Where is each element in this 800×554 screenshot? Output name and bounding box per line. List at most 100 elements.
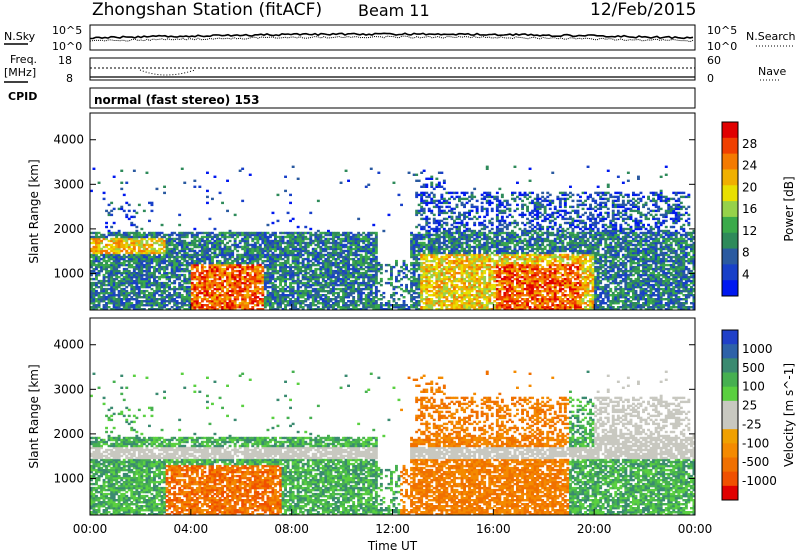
- heatmap-cell: [271, 233, 275, 237]
- heatmap-cell: [135, 308, 139, 311]
- heatmap-cell: [483, 279, 487, 283]
- heatmap-cell: [155, 300, 159, 303]
- heatmap-cell: [120, 187, 124, 191]
- heatmap-cell: [327, 261, 330, 265]
- heatmap-cell: [425, 302, 429, 305]
- heatmap-cell: [445, 306, 449, 309]
- heatmap-cell: [125, 308, 129, 311]
- heatmap-cell: [324, 298, 328, 301]
- heatmap-cell: [117, 294, 121, 297]
- heatmap-cell: [241, 237, 245, 241]
- heatmap-cell: [402, 306, 406, 309]
- heatmap-cell: [483, 197, 487, 201]
- heatmap-cell: [483, 289, 487, 293]
- heatmap-cell: [415, 300, 419, 303]
- heatmap-cell: [299, 285, 303, 289]
- heatmap-cell: [163, 265, 166, 269]
- heatmap-cell: [115, 235, 119, 239]
- heatmap-cell: [200, 249, 204, 253]
- heatmap-cell: [463, 277, 466, 281]
- heatmap-cell: [125, 269, 129, 273]
- heatmap-cell: [437, 229, 441, 233]
- heatmap-cell: [238, 294, 242, 297]
- heatmap-cell: [473, 294, 477, 297]
- heatmap-cell: [286, 296, 290, 299]
- heatmap-cell: [150, 308, 154, 311]
- heatmap-cell: [206, 195, 209, 199]
- heatmap-cell: [465, 191, 469, 195]
- heatmap-cell: [364, 298, 368, 301]
- heatmap-cell: [112, 253, 116, 257]
- heatmap-cell: [263, 235, 267, 239]
- heatmap-cell: [448, 277, 451, 281]
- heatmap-cell: [246, 241, 250, 245]
- heatmap-cell: [347, 249, 350, 253]
- heatmap-cell: [142, 269, 146, 273]
- heatmap-cell: [369, 283, 373, 287]
- heatmap-cell: [203, 304, 207, 307]
- heatmap-cell: [369, 237, 373, 241]
- heatmap-cell: [286, 243, 290, 247]
- heatmap-cell: [238, 253, 242, 257]
- heatmap-cell: [311, 298, 315, 301]
- heatmap-cell: [188, 255, 192, 259]
- heatmap-cell: [483, 215, 487, 219]
- heatmap-cell: [178, 281, 182, 285]
- heatmap-cell: [211, 302, 214, 305]
- heatmap-cell: [422, 257, 426, 261]
- heatmap-cell: [470, 193, 474, 197]
- heatmap-cell: [480, 193, 484, 197]
- heatmap-cell: [160, 273, 164, 277]
- heatmap-cell: [415, 306, 419, 309]
- heatmap-cell: [468, 265, 471, 269]
- heatmap-cell: [448, 294, 451, 297]
- heatmap-cell: [228, 257, 232, 261]
- heatmap-cell: [453, 283, 456, 287]
- heatmap-cell: [228, 289, 232, 293]
- heatmap-cell: [286, 247, 290, 251]
- heatmap-cell: [112, 257, 116, 261]
- heatmap-cell: [102, 273, 106, 277]
- heatmap-cell: [372, 273, 376, 277]
- heatmap-cell: [193, 285, 197, 289]
- heatmap-cell: [314, 281, 318, 285]
- heatmap-cell: [440, 231, 444, 235]
- heatmap-cell: [200, 304, 204, 307]
- heatmap-cell: [271, 231, 275, 235]
- heatmap-cell: [458, 227, 461, 231]
- heatmap-cell: [117, 231, 121, 235]
- heatmap-cell: [150, 296, 154, 299]
- heatmap-cell: [97, 285, 101, 289]
- heatmap-cell: [107, 251, 111, 255]
- heatmap-cell: [400, 304, 403, 307]
- heatmap-cell: [165, 263, 169, 267]
- heatmap-cell: [435, 277, 439, 281]
- heatmap-cell: [329, 269, 333, 273]
- heatmap-cell: [291, 257, 295, 261]
- heatmap-cell: [337, 304, 340, 307]
- heatmap-cell: [420, 289, 424, 293]
- heatmap-cell: [437, 171, 441, 174]
- heatmap-cell: [213, 227, 217, 231]
- heatmap-cell: [412, 251, 416, 255]
- heatmap-cell: [415, 237, 419, 241]
- heatmap-cell: [425, 275, 429, 279]
- heatmap-cell: [329, 245, 333, 249]
- heatmap-cell: [276, 306, 280, 309]
- heatmap-cell: [261, 302, 265, 305]
- heatmap-cell: [344, 249, 348, 253]
- heatmap-cell: [374, 257, 378, 261]
- heatmap-cell: [117, 265, 121, 269]
- heatmap-cell: [185, 265, 189, 269]
- heatmap-cell: [206, 171, 209, 174]
- heatmap-cell: [200, 231, 204, 235]
- heatmap-cell: [420, 235, 424, 239]
- heatmap-cell: [450, 251, 454, 255]
- heatmap-cell: [158, 271, 161, 275]
- heatmap-cell: [158, 275, 161, 279]
- heatmap-cell: [299, 302, 303, 305]
- heatmap-cell: [327, 263, 330, 267]
- heatmap-cell: [430, 237, 434, 241]
- heatmap-cell: [213, 275, 217, 279]
- heatmap-cell: [397, 304, 401, 307]
